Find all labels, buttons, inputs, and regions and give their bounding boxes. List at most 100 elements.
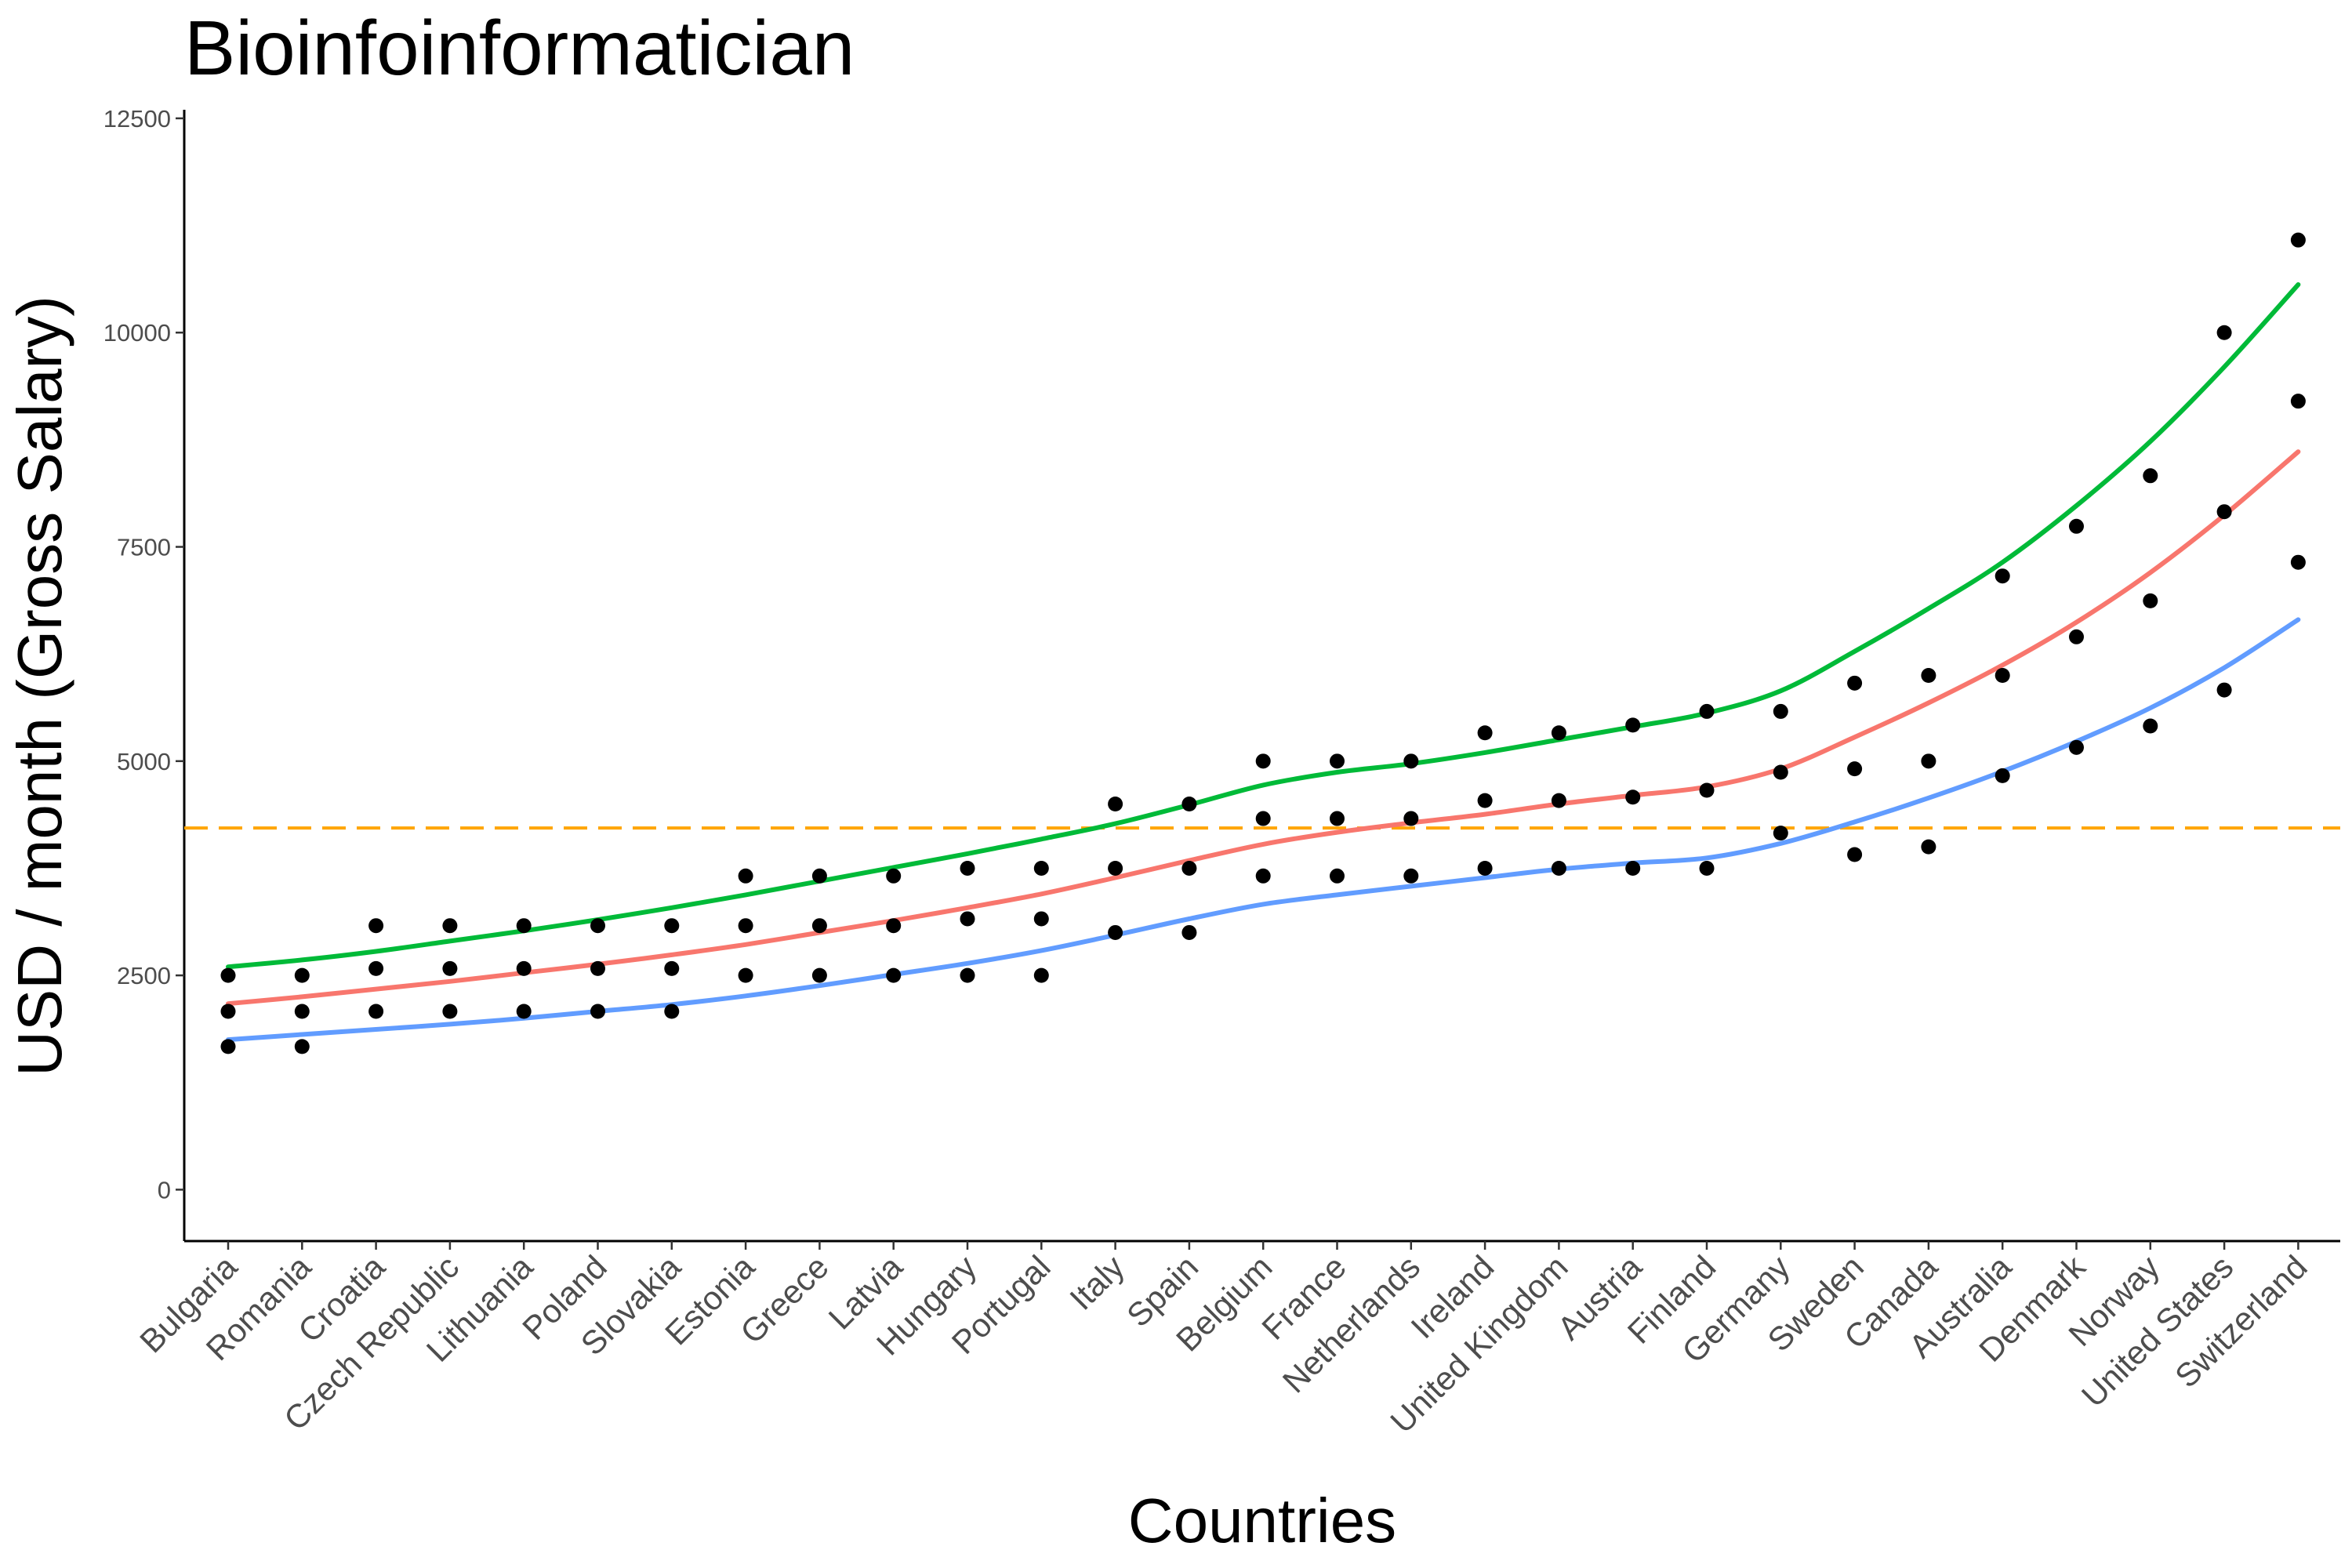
data-point bbox=[1108, 924, 1123, 940]
data-point bbox=[1773, 703, 1788, 719]
data-point bbox=[1625, 789, 1641, 805]
data-point bbox=[2069, 739, 2084, 755]
data-point bbox=[1330, 753, 1345, 769]
data-point bbox=[1477, 725, 1493, 741]
data-point bbox=[1921, 668, 1936, 683]
data-point bbox=[886, 868, 902, 884]
y-tick-label: 10000 bbox=[103, 319, 171, 347]
data-point bbox=[368, 960, 384, 976]
data-point bbox=[1551, 725, 1566, 741]
data-point bbox=[220, 967, 236, 983]
data-point bbox=[1477, 860, 1493, 876]
data-point bbox=[220, 1004, 236, 1019]
data-point bbox=[2069, 518, 2084, 534]
data-point bbox=[590, 960, 605, 976]
data-point bbox=[442, 960, 458, 976]
data-point bbox=[738, 967, 753, 983]
data-point bbox=[368, 1004, 384, 1019]
data-point bbox=[1921, 753, 1936, 769]
data-point bbox=[442, 918, 458, 934]
data-point bbox=[1403, 753, 1419, 769]
data-point bbox=[294, 1004, 310, 1019]
data-point bbox=[1330, 811, 1345, 826]
data-point bbox=[1255, 868, 1271, 884]
data-point bbox=[1625, 860, 1641, 876]
y-axis-title: USD / month (Gross Salary) bbox=[5, 296, 74, 1076]
data-point bbox=[2143, 593, 2158, 608]
data-point bbox=[664, 918, 680, 934]
data-point bbox=[1108, 860, 1123, 876]
data-point bbox=[1921, 839, 1936, 855]
data-point bbox=[1699, 860, 1715, 876]
data-point bbox=[1108, 796, 1123, 811]
data-point bbox=[1181, 796, 1197, 811]
data-point bbox=[1181, 924, 1197, 940]
data-point bbox=[1403, 811, 1419, 826]
data-point bbox=[1699, 782, 1715, 798]
chart-title: Bioinfoinformatician bbox=[184, 5, 855, 91]
data-point bbox=[1847, 675, 1863, 691]
data-point bbox=[886, 967, 902, 983]
data-point bbox=[1033, 967, 1049, 983]
data-point bbox=[1773, 764, 1788, 780]
data-point bbox=[1403, 868, 1419, 884]
trend-line-1 bbox=[226, 449, 2301, 1007]
x-axis-title: Countries bbox=[1128, 1486, 1396, 1555]
y-tick-label: 7500 bbox=[117, 534, 171, 561]
data-point bbox=[368, 918, 384, 934]
data-point bbox=[811, 918, 827, 934]
y-tick-label: 12500 bbox=[103, 105, 171, 132]
data-point bbox=[1551, 793, 1566, 808]
data-point bbox=[664, 1004, 680, 1019]
data-point bbox=[2069, 629, 2084, 644]
data-point bbox=[1847, 761, 1863, 777]
data-point bbox=[590, 918, 605, 934]
data-point bbox=[2290, 554, 2306, 570]
data-point bbox=[2216, 504, 2232, 520]
data-point bbox=[1994, 568, 2010, 584]
data-point bbox=[1330, 868, 1345, 884]
data-point bbox=[2216, 682, 2232, 698]
trend-line-2 bbox=[226, 617, 2301, 1043]
data-point bbox=[516, 960, 532, 976]
data-point bbox=[886, 918, 902, 934]
data-point bbox=[960, 860, 975, 876]
data-point bbox=[1255, 753, 1271, 769]
data-point bbox=[2216, 325, 2232, 340]
data-point bbox=[516, 1004, 532, 1019]
data-point bbox=[2290, 232, 2306, 248]
data-point bbox=[294, 967, 310, 983]
data-point bbox=[2290, 394, 2306, 409]
data-point bbox=[811, 967, 827, 983]
data-point bbox=[1181, 860, 1197, 876]
data-point bbox=[1625, 717, 1641, 733]
data-point bbox=[1994, 668, 2010, 683]
plot-area: 02500500075001000012500BulgariaRomaniaCr… bbox=[103, 105, 2340, 1440]
y-tick-label: 5000 bbox=[117, 748, 171, 775]
data-point bbox=[664, 960, 680, 976]
data-point bbox=[1994, 768, 2010, 783]
trend-line-0 bbox=[226, 282, 2301, 970]
data-point bbox=[442, 1004, 458, 1019]
data-point bbox=[738, 868, 753, 884]
y-tick-label: 0 bbox=[158, 1176, 171, 1203]
data-point bbox=[1255, 811, 1271, 826]
data-point bbox=[2143, 468, 2158, 484]
data-point bbox=[1477, 793, 1493, 808]
data-point bbox=[1551, 860, 1566, 876]
data-point bbox=[516, 918, 532, 934]
data-point bbox=[1773, 826, 1788, 841]
data-point bbox=[1033, 911, 1049, 927]
data-point bbox=[220, 1039, 236, 1054]
data-point bbox=[960, 967, 975, 983]
data-point bbox=[811, 868, 827, 884]
data-point bbox=[294, 1039, 310, 1054]
data-point bbox=[2143, 718, 2158, 734]
data-point bbox=[590, 1004, 605, 1019]
data-point bbox=[1033, 860, 1049, 876]
data-point bbox=[960, 911, 975, 927]
data-point bbox=[1699, 703, 1715, 719]
y-tick-label: 2500 bbox=[117, 962, 171, 989]
data-point bbox=[1847, 847, 1863, 862]
